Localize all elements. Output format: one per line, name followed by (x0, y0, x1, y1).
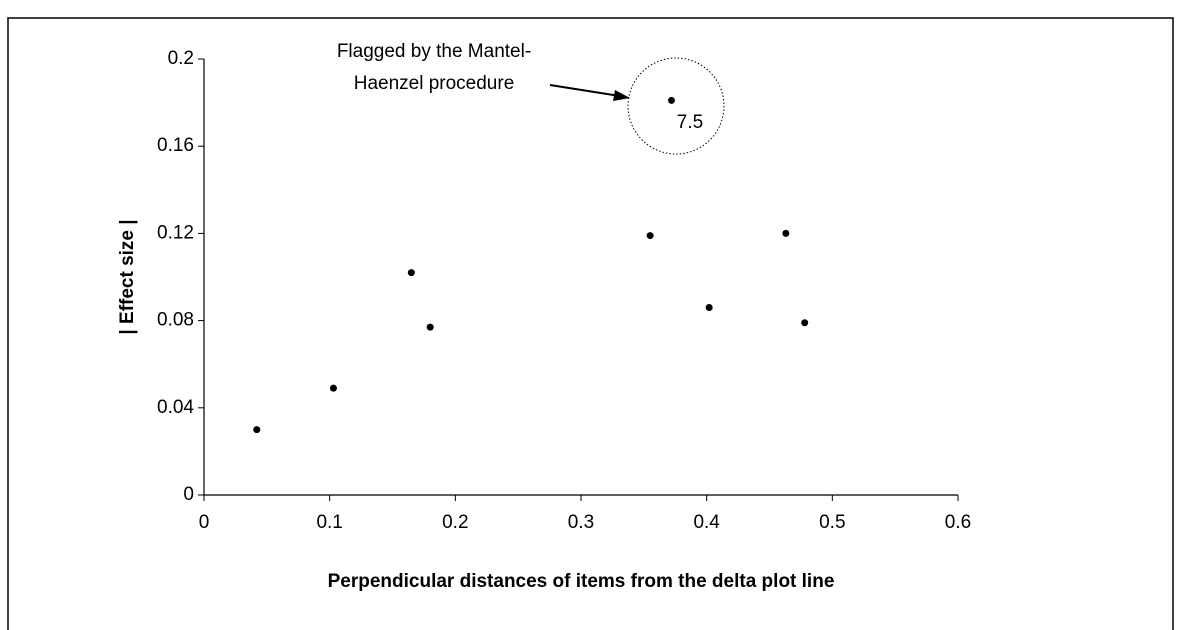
point (329, 384, 337, 392)
chart-frame (7, 17, 1174, 630)
y-tick-label: 0.12 (157, 222, 194, 243)
x-tick-label: 0.6 (945, 512, 971, 533)
x-tick-label: 0.4 (693, 512, 720, 533)
point (801, 319, 809, 327)
x-tick-label: 0.5 (819, 512, 845, 533)
annotation-line: Haenzel procedure (354, 73, 515, 94)
y-tick-label: 0.04 (157, 397, 194, 418)
highlight-circle (627, 57, 725, 155)
point (782, 229, 790, 237)
point (646, 232, 654, 240)
point (667, 96, 675, 104)
annotation-arrow (549, 84, 627, 98)
x-tick-label: 0.1 (316, 512, 342, 533)
x-tick-label: 0.2 (442, 512, 468, 533)
point-label: 7.5 (677, 112, 703, 133)
x-axis-label: Perpendicular distances of items from th… (328, 571, 835, 592)
y-tick-label: 0.2 (168, 48, 194, 69)
annotation-arrowhead (613, 90, 630, 101)
point (407, 269, 415, 277)
x-tick-label: 0.3 (568, 512, 594, 533)
point (426, 323, 434, 331)
annotation-line: Flagged by the Mantel- (337, 41, 531, 62)
y-tick-label: 0.16 (157, 135, 194, 156)
point (705, 304, 713, 312)
y-tick-label: 0 (183, 484, 194, 505)
point (253, 426, 261, 434)
y-tick-label: 0.08 (157, 310, 194, 331)
x-tick-label: 0 (199, 512, 210, 533)
y-axis-label: | Effect size | (117, 219, 138, 334)
